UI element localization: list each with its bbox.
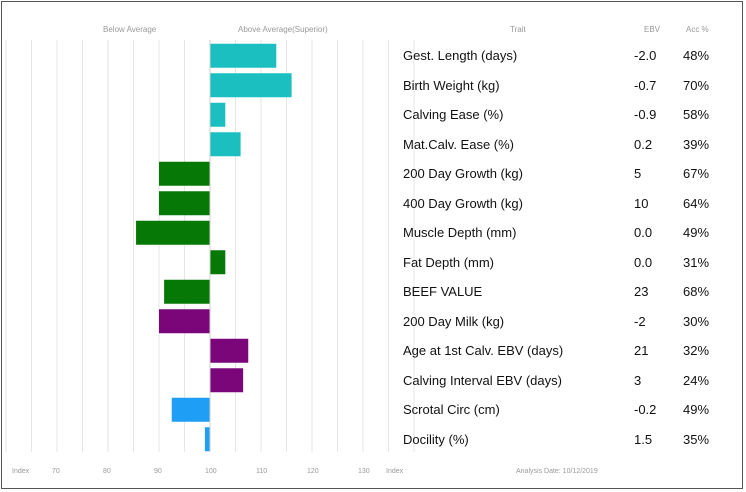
bar-6 bbox=[159, 191, 210, 216]
trait-accuracy: 31% bbox=[683, 254, 710, 270]
trait-row: Birth Weight (kg) -0.7 70% bbox=[398, 71, 728, 100]
x-tick-label: 130 bbox=[358, 468, 370, 475]
x-tick-label: 70 bbox=[52, 468, 60, 475]
trait-ebv: 5 bbox=[634, 166, 642, 181]
bar-3 bbox=[210, 102, 226, 127]
trait-row: Mat.Calv. Ease (%) 0.2 39% bbox=[398, 130, 728, 159]
trait-ebv: 3 bbox=[634, 372, 642, 388]
trait-ebv: 10 bbox=[634, 195, 649, 211]
bar-1 bbox=[210, 43, 277, 68]
bar-8 bbox=[210, 250, 226, 275]
trait-accuracy: 68% bbox=[683, 284, 710, 299]
trait-name: Docility (%) bbox=[403, 431, 469, 447]
trait-accuracy: 30% bbox=[683, 313, 710, 329]
trait-name: Birth Weight (kg) bbox=[403, 77, 500, 93]
trait-name: Mat.Calv. Ease (%) bbox=[403, 136, 515, 152]
bar-14 bbox=[204, 427, 210, 452]
trait-row: Gest. Length (days) -2.0 48% bbox=[398, 41, 728, 70]
bar-10 bbox=[159, 309, 210, 334]
trait-row: 200 Day Milk (kg) -2 30% bbox=[398, 307, 728, 336]
trait-ebv: -0.7 bbox=[634, 77, 657, 93]
trait-row: Age at 1st Calv. EBV (days) 21 32% bbox=[398, 336, 728, 365]
trait-accuracy: 64% bbox=[683, 195, 710, 211]
bar-9 bbox=[164, 279, 210, 304]
bar-12 bbox=[210, 368, 244, 393]
x-tick-label: 120 bbox=[307, 468, 319, 475]
trait-ebv: 1.5 bbox=[634, 431, 653, 447]
trait-ebv: -2.0 bbox=[634, 48, 657, 63]
trait-ebv: 21 bbox=[634, 343, 649, 358]
trait-ebv: -0.2 bbox=[634, 402, 657, 417]
trait-ebv: 0.2 bbox=[634, 136, 653, 152]
bar-7 bbox=[136, 220, 210, 245]
trait-name: Age at 1st Calv. EBV (days) bbox=[403, 343, 564, 358]
trait-accuracy: 32% bbox=[683, 343, 710, 358]
trait-name: Muscle Depth (mm) bbox=[403, 225, 517, 240]
bar-13 bbox=[171, 397, 210, 422]
below-average-header: Below Average bbox=[103, 25, 157, 34]
trait-name: 200 Day Growth (kg) bbox=[403, 166, 523, 181]
trait-header: Trait bbox=[510, 25, 526, 34]
trait-accuracy: 58% bbox=[683, 107, 710, 122]
trait-row: Calving Ease (%) -0.9 58% bbox=[398, 100, 728, 129]
trait-name: Calving Interval EBV (days) bbox=[403, 372, 562, 388]
acc-header: Acc % bbox=[686, 25, 709, 34]
trait-name: BEEF VALUE bbox=[403, 284, 483, 299]
trait-accuracy: 35% bbox=[683, 431, 710, 447]
ebv-header: EBV bbox=[644, 25, 661, 34]
trait-row: Muscle Depth (mm) 0.0 49% bbox=[398, 218, 728, 247]
trait-name: Scrotal Circ (cm) bbox=[403, 402, 500, 417]
trait-row: Calving Interval EBV (days) 3 24% bbox=[398, 366, 728, 395]
trait-name: 400 Day Growth (kg) bbox=[403, 195, 523, 211]
trait-row: Scrotal Circ (cm) -0.2 49% bbox=[398, 395, 728, 424]
trait-row: Docility (%) 1.5 35% bbox=[398, 425, 728, 454]
trait-row: Fat Depth (mm) 0.0 31% bbox=[398, 248, 728, 277]
above-average-header: Above Average(Superior) bbox=[238, 25, 328, 34]
trait-name: Fat Depth (mm) bbox=[403, 254, 495, 270]
trait-name: Gest. Length (days) bbox=[403, 48, 518, 63]
trait-accuracy: 49% bbox=[683, 402, 710, 417]
trait-accuracy: 39% bbox=[683, 136, 710, 152]
trait-name: 200 Day Milk (kg) bbox=[403, 313, 505, 329]
trait-ebv: -2 bbox=[634, 313, 646, 329]
index-label-left: Index bbox=[12, 468, 30, 475]
trait-name: Calving Ease (%) bbox=[403, 107, 504, 122]
x-tick-label: 90 bbox=[154, 468, 162, 475]
analysis-date: Analysis Date: 10/12/2019 bbox=[516, 468, 598, 475]
trait-accuracy: 24% bbox=[683, 372, 710, 388]
bar-4 bbox=[210, 132, 241, 157]
trait-ebv: -0.9 bbox=[634, 107, 657, 122]
bar-2 bbox=[210, 73, 292, 98]
trait-row: BEEF VALUE 23 68% bbox=[398, 277, 728, 306]
bar-11 bbox=[210, 338, 249, 363]
trait-accuracy: 67% bbox=[683, 166, 710, 181]
trait-ebv: 0.0 bbox=[634, 254, 653, 270]
trait-accuracy: 70% bbox=[683, 77, 710, 93]
x-tick-label: 100 bbox=[205, 468, 217, 475]
x-tick-label: 80 bbox=[103, 468, 111, 475]
trait-row: 400 Day Growth (kg) 10 64% bbox=[398, 189, 728, 218]
bar-5 bbox=[159, 161, 210, 186]
trait-ebv: 23 bbox=[634, 284, 649, 299]
trait-ebv: 0.0 bbox=[634, 225, 653, 240]
index-label-right: Index bbox=[386, 468, 404, 475]
trait-accuracy: 49% bbox=[683, 225, 710, 240]
trait-row: 200 Day Growth (kg) 5 67% bbox=[398, 159, 728, 188]
trait-accuracy: 48% bbox=[683, 48, 710, 63]
x-tick-label: 110 bbox=[256, 468, 268, 475]
